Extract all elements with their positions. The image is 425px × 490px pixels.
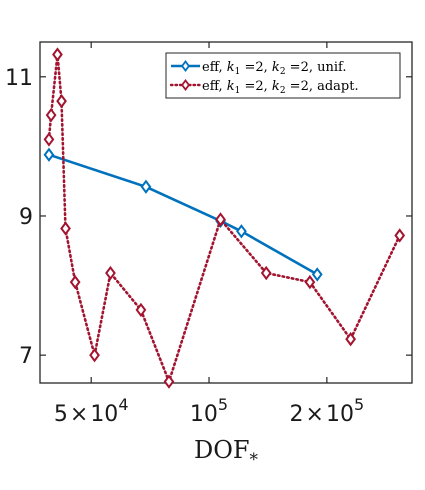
series-line [48,153,318,276]
data-point [311,267,323,282]
data-point [304,274,316,290]
data-point [60,221,71,236]
y-tick-label: 7 [19,344,33,369]
data-point [394,228,406,243]
data-point [140,179,152,194]
x-tick-label: 105 [190,395,228,427]
data-point [236,224,247,239]
legend-text-part: =2, unif. [286,60,347,75]
legend-text-part: eff, [202,60,227,75]
legend-k2-sub: 2 [280,86,286,96]
series-1 [43,47,406,389]
y-tick-label: 9 [19,205,33,230]
data-point [43,147,55,162]
legend-text-part: eff, [202,79,227,94]
legend: eff, k1 =2, k2 =2, unif.eff, k1 =2, k2 =… [165,52,401,99]
x-tick-times: × [70,402,88,427]
x-tick-label: 2×105 [290,395,365,427]
x-tick-base: 10 [326,402,354,427]
x-tick-label: 5×104 [54,395,129,427]
x-tick-exponent: 5 [218,395,228,414]
x-tick-mantissa: 2 [290,402,304,427]
data-point [89,347,100,363]
data-point [69,274,81,290]
legend-marker [181,60,190,72]
legend-text-part: =2, adapt. [286,79,359,94]
x-tick-mantissa: 5 [54,402,68,427]
x-axis-label-sub: * [250,450,259,470]
data-point [56,93,67,109]
legend-text-part: =2, [240,79,272,94]
x-axis-label: DOF* [194,436,259,470]
data-point [260,265,272,281]
series-line [47,53,402,383]
legend-k1: k [227,79,235,94]
data-point [45,107,57,123]
legend-box [165,52,401,99]
legend-text-part: =2, [240,60,272,75]
legend-k2: k [272,79,280,94]
axes-box [39,41,413,384]
legend-label: eff, k1 =2, k2 =2, adapt. [202,79,359,96]
data-point [105,265,116,281]
legend-marker [181,79,190,91]
legend-k1-sub: 1 [235,67,241,77]
y-tick-label: 11 [5,66,33,91]
x-tick-base: 10 [190,402,218,427]
data-point [52,47,63,62]
x-tick-times: × [306,402,324,427]
legend-label: eff, k1 =2, k2 =2, unif. [202,60,347,77]
legend-k1: k [227,60,235,75]
data-point [163,374,175,389]
x-tick-base: 10 [90,402,118,427]
data-point [135,302,147,318]
data-point [345,331,357,347]
x-tick-exponent: 4 [118,395,128,414]
legend-k1-sub: 1 [235,86,241,96]
legend-k2-sub: 2 [280,67,286,77]
data-point [43,132,55,147]
x-tick-exponent: 5 [354,395,364,414]
data-point [215,212,226,227]
legend-k2: k [272,60,280,75]
x-axis-label-main: DOF [194,436,250,464]
series-0 [43,147,323,282]
